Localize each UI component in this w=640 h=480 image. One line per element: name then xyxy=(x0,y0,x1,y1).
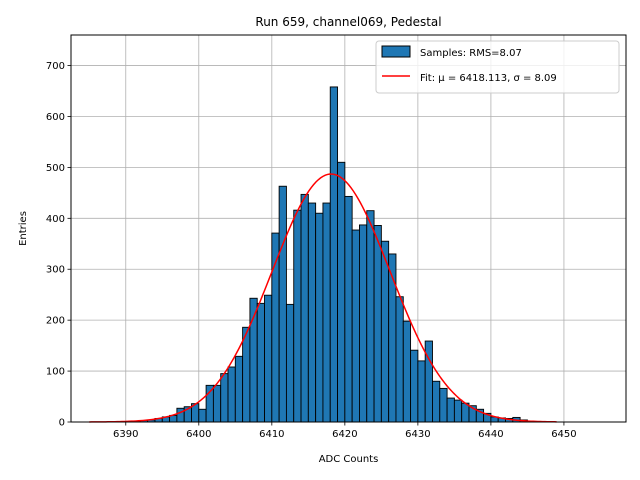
x-tick-label: 6400 xyxy=(186,429,211,440)
y-axis-ticks: 0 100 200 300 400 500 600 700 xyxy=(46,61,71,429)
histogram-bar xyxy=(461,402,470,423)
chart-title: Run 659, channel069, Pedestal xyxy=(255,15,441,29)
histogram-bar xyxy=(446,397,455,423)
y-tick-label: 200 xyxy=(46,316,65,327)
y-tick-label: 700 xyxy=(46,61,65,72)
histogram-bar xyxy=(256,302,265,423)
x-tick-label: 6450 xyxy=(551,429,576,440)
histogram-bar xyxy=(242,326,251,423)
histogram-bar xyxy=(293,209,302,423)
histogram-bar xyxy=(388,253,397,423)
histogram-bar xyxy=(439,387,448,423)
histogram-bar xyxy=(264,294,273,423)
histogram-bar xyxy=(315,212,324,423)
histogram-bar xyxy=(359,224,368,423)
histogram-bar xyxy=(329,86,338,423)
y-axis-label: Entries xyxy=(18,211,29,246)
histogram-bar xyxy=(278,185,287,423)
histogram-bar xyxy=(212,384,222,423)
y-tick-label: 500 xyxy=(46,163,65,174)
legend-label-fit: Fit: μ = 6418.113, σ = 8.09 xyxy=(420,73,557,84)
histogram-bar xyxy=(337,161,346,423)
histogram-bar xyxy=(417,360,426,423)
legend-label-samples: Samples: RMS=8.07 xyxy=(420,48,522,59)
y-tick-label: 300 xyxy=(46,265,65,276)
histogram-bar xyxy=(344,195,353,423)
x-tick-label: 6430 xyxy=(405,429,430,440)
x-axis-ticks: 6390 6400 6410 6420 6430 6440 6450 xyxy=(113,422,577,440)
histogram-bar xyxy=(373,224,382,423)
histogram-bar xyxy=(234,355,244,423)
x-tick-label: 6410 xyxy=(259,429,284,440)
y-tick-label: 100 xyxy=(46,367,65,378)
y-tick-label: 600 xyxy=(46,112,65,123)
legend: Samples: RMS=8.07 Fit: μ = 6418.113, σ =… xyxy=(375,40,620,94)
x-tick-label: 6440 xyxy=(478,429,503,440)
histogram-bar xyxy=(351,229,360,423)
histogram-bar xyxy=(176,407,185,423)
histogram-bar xyxy=(198,408,207,423)
plot-frame xyxy=(70,34,627,423)
histogram-bar xyxy=(307,202,317,423)
histogram-bar xyxy=(453,399,463,423)
histogram-bar xyxy=(285,303,295,423)
x-axis-label: ADC Counts xyxy=(319,454,379,465)
histogram-bar xyxy=(402,320,412,423)
histogram-bar xyxy=(300,193,309,423)
histogram-bar xyxy=(322,202,331,423)
histogram-bar xyxy=(410,349,419,423)
histogram-bar xyxy=(395,296,404,423)
y-tick-label: 0 xyxy=(59,418,65,429)
x-tick-label: 6390 xyxy=(113,429,138,440)
histogram-bar xyxy=(227,366,236,423)
histogram-bar xyxy=(220,373,229,423)
fit-curve xyxy=(89,173,557,423)
legend-swatch-samples xyxy=(381,45,411,58)
histogram-bar xyxy=(432,380,441,423)
y-tick-label: 400 xyxy=(46,214,65,225)
histogram-bar xyxy=(380,240,390,423)
legend-box xyxy=(375,40,620,94)
x-tick-label: 6420 xyxy=(332,429,357,440)
histogram-bar xyxy=(366,210,375,423)
